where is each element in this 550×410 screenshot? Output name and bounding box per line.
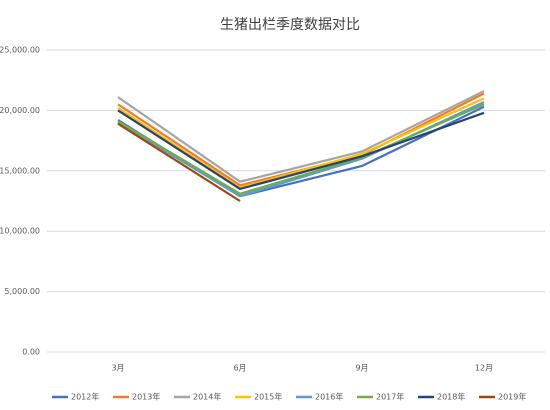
y-tick-label: 20,000.00: [0, 106, 40, 115]
legend-label: 2018年: [437, 392, 465, 402]
y-tick-label: 0.00: [22, 348, 40, 357]
x-tick-label: 12月: [475, 364, 493, 373]
series-line: [117, 103, 485, 195]
y-tick-label: 25,000.00: [0, 46, 40, 55]
x-tick-label: 3月: [111, 364, 124, 373]
series-line: [117, 122, 241, 202]
series-line: [117, 109, 485, 191]
y-tick-label: 5,000.00: [4, 287, 40, 296]
x-tick-label: 9月: [355, 364, 368, 373]
legend-label: 2015年: [254, 392, 282, 402]
x-tick-label: 6月: [233, 364, 246, 373]
legend-label: 2014年: [193, 392, 221, 402]
y-tick-label: 15,000.00: [0, 166, 40, 175]
legend-label: 2013年: [132, 392, 160, 402]
legend-label: 2012年: [71, 392, 99, 402]
legend-label: 2016年: [315, 392, 343, 402]
series-line: [117, 97, 485, 189]
y-tick-label: 10,000.00: [0, 227, 40, 236]
legend-label: 2017年: [376, 392, 404, 402]
legend-label: 2019年: [498, 392, 526, 402]
chart-title: 生猪出栏季度数据对比: [220, 17, 360, 33]
series-line: [117, 90, 485, 183]
